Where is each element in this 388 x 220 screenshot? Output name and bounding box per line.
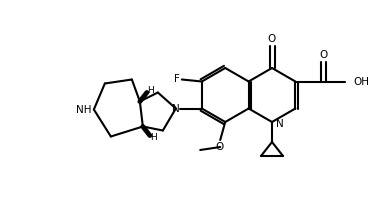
- Text: H: H: [147, 86, 154, 95]
- Text: OH: OH: [353, 77, 369, 86]
- Text: O: O: [268, 34, 276, 44]
- Text: F: F: [174, 73, 180, 84]
- Text: N: N: [276, 119, 284, 129]
- Text: O: O: [215, 142, 223, 152]
- Text: O: O: [319, 50, 327, 59]
- Text: NH: NH: [76, 104, 92, 114]
- Text: N: N: [172, 103, 180, 114]
- Text: H: H: [151, 133, 157, 142]
